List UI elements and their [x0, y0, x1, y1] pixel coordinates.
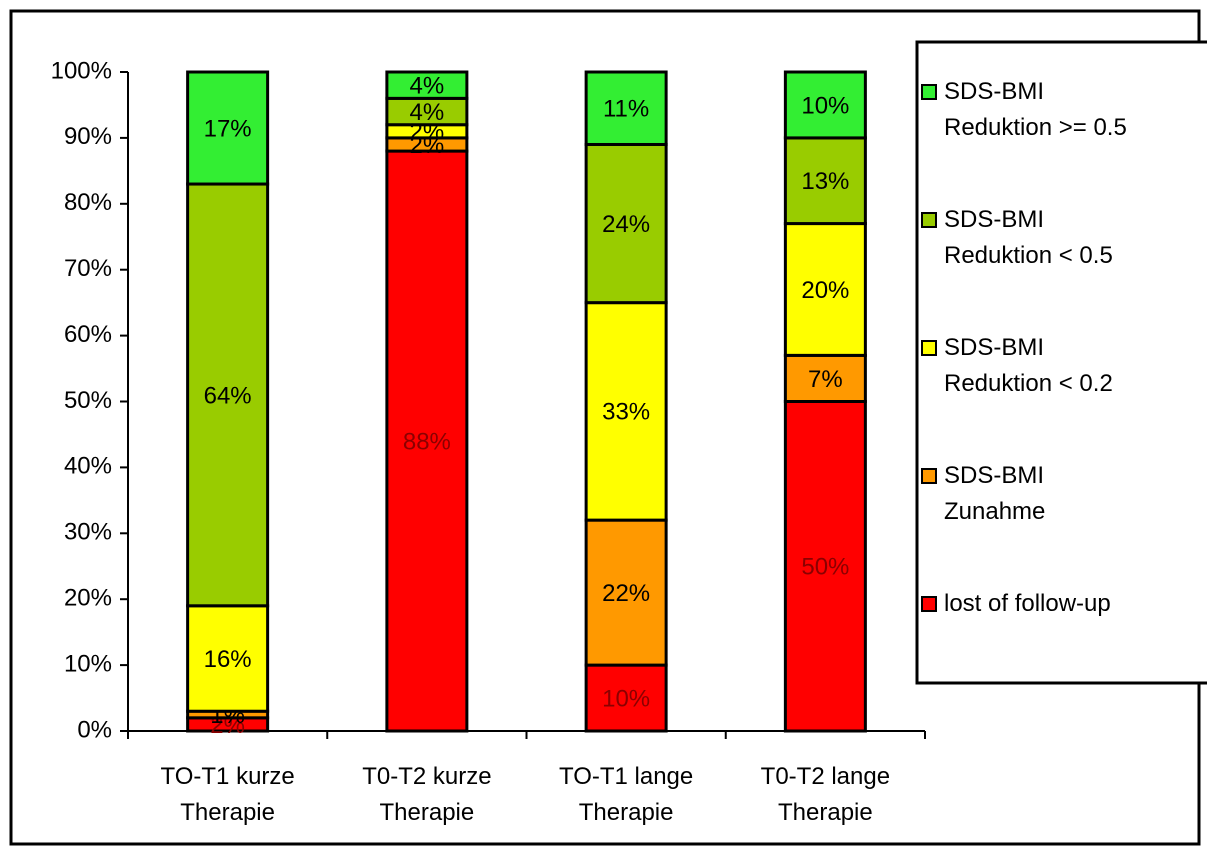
legend-swatch — [921, 84, 937, 100]
data-label: 64% — [204, 382, 252, 409]
bar-segment — [186, 604, 270, 713]
legend-swatch — [921, 468, 937, 484]
bar-segment — [783, 136, 867, 226]
data-label: 22% — [602, 580, 650, 607]
data-label: 17% — [204, 115, 252, 142]
data-label: 20% — [801, 277, 849, 304]
data-label: 13% — [801, 168, 849, 195]
data-label: 4% — [410, 99, 445, 126]
data-label: 88% — [403, 428, 451, 455]
bar-segment — [186, 70, 270, 186]
bar-segment — [783, 400, 867, 733]
legend-swatch — [921, 340, 937, 356]
bar-segment — [783, 70, 867, 140]
data-label: 50% — [801, 554, 849, 581]
bar-segment — [584, 70, 668, 146]
data-label: 7% — [808, 366, 843, 393]
x-tick-label: TO-T1 kurze Therapie — [160, 763, 295, 826]
legend-swatch — [921, 596, 937, 612]
bar-segment — [186, 182, 270, 608]
y-tick-label: 10% — [64, 650, 112, 677]
data-label: 24% — [602, 211, 650, 238]
legend-label: lost of follow-up — [944, 590, 1111, 617]
y-tick-label: 60% — [64, 321, 112, 348]
bar-segment — [584, 518, 668, 667]
y-tick-label: 30% — [64, 519, 112, 546]
data-label: 16% — [204, 646, 252, 673]
y-tick-label: 80% — [64, 189, 112, 216]
data-label: 10% — [602, 685, 650, 712]
legend-label: SDS-BMI Reduktion >= 0.5 — [944, 78, 1127, 141]
data-label: 33% — [602, 399, 650, 426]
bar-segment — [385, 70, 469, 100]
data-label: 11% — [603, 96, 649, 123]
y-tick-label: 20% — [64, 585, 112, 612]
x-tick-label: T0-T2 lange Therapie — [760, 763, 891, 826]
legend-label: SDS-BMI Reduktion < 0.5 — [944, 206, 1113, 269]
legend-label: SDS-BMI Reduktion < 0.2 — [944, 334, 1113, 397]
bar-segment — [584, 301, 668, 522]
y-tick-label: 90% — [64, 123, 112, 150]
data-label: 10% — [801, 92, 849, 119]
x-tick-label: T0-T2 kurze Therapie — [362, 763, 492, 826]
bar-segment — [783, 222, 867, 357]
bar-segment — [783, 353, 867, 403]
bar-segment — [584, 142, 668, 305]
legend-label: SDS-BMI Zunahme — [944, 462, 1046, 525]
x-tick-label: TO-T1 lange Therapie — [558, 763, 694, 826]
y-tick-label: 0% — [77, 716, 112, 743]
y-tick-label: 70% — [64, 255, 112, 282]
legend-swatch — [921, 212, 937, 228]
bar-segment — [385, 149, 469, 733]
y-tick-label: 100% — [51, 57, 112, 84]
bar-segment — [584, 663, 668, 733]
legend-box — [915, 40, 1207, 685]
data-label: 4% — [410, 73, 445, 100]
y-tick-label: 50% — [64, 387, 112, 414]
y-tick-label: 40% — [64, 453, 112, 480]
